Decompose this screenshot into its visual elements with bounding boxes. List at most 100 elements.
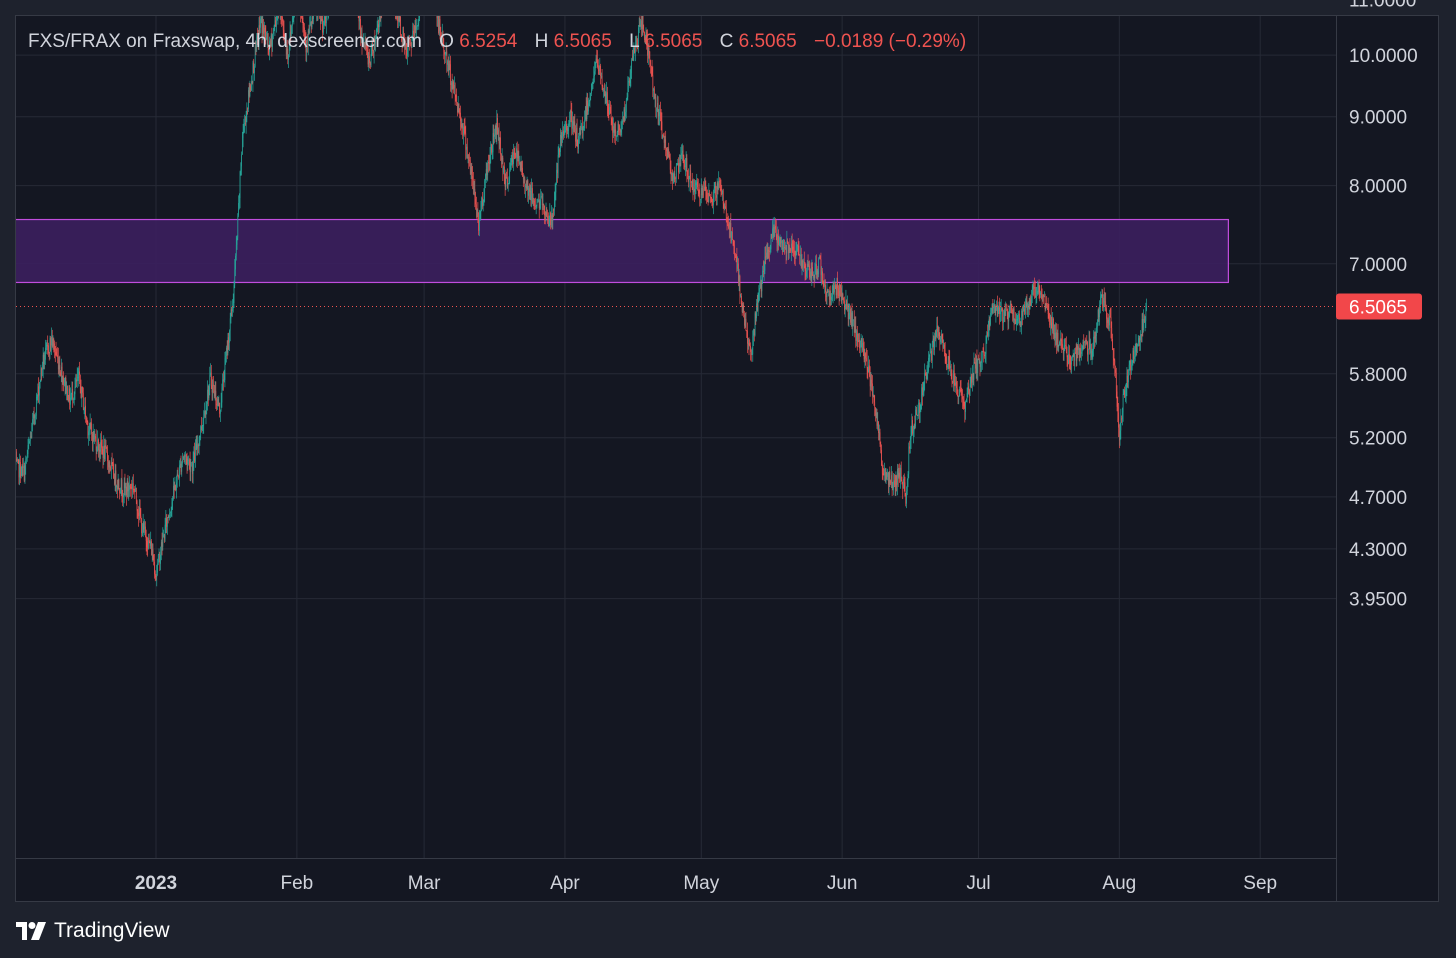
candle-body (268, 45, 270, 52)
candle-body (64, 384, 65, 386)
candle-body (250, 85, 252, 91)
chart-legend: FXS/FRAX on Fraxswap, 4h, dexscreener.co… (28, 31, 966, 52)
candle-body (396, 4, 397, 16)
candle-body (650, 60, 651, 66)
candle-body (776, 235, 778, 243)
candle-body (417, 22, 419, 26)
candle-body (127, 481, 129, 492)
candle-body (803, 261, 805, 266)
candle-body (1048, 314, 1050, 321)
candle-body (729, 222, 731, 230)
candle-body (181, 463, 183, 472)
candle-body (1025, 306, 1026, 314)
candle-body (1087, 341, 1088, 355)
candle-body (1040, 292, 1041, 295)
candle-body (896, 475, 898, 485)
candle-body (589, 97, 591, 102)
candle-body (585, 106, 587, 120)
candle-body (110, 466, 111, 471)
candle-body (93, 431, 95, 440)
candle-body (1018, 313, 1019, 316)
candle-body (229, 330, 230, 343)
candle-body (841, 294, 843, 302)
candle-body (665, 139, 667, 148)
candle-body (1002, 309, 1004, 323)
candle-body (650, 65, 652, 68)
candle-body (510, 162, 512, 163)
price-axis[interactable]: 16.000014.000012.000011.000010.00009.000… (1336, 0, 1422, 611)
candle-body (449, 63, 451, 65)
candle-body (813, 274, 814, 276)
candle-body (1008, 316, 1010, 322)
candle-body (746, 330, 748, 332)
candle-body (631, 59, 632, 74)
candle-body (613, 126, 615, 133)
candle-body (51, 337, 53, 347)
candle-body (616, 135, 617, 137)
candle-body (163, 534, 164, 537)
candle-body (982, 351, 984, 352)
candle-body (280, 10, 281, 14)
candle-body (736, 257, 738, 269)
candle-body (605, 93, 607, 104)
candle-body (198, 437, 200, 447)
candle-body (245, 114, 247, 125)
candle-body (788, 247, 790, 253)
candle-body (374, 37, 376, 43)
candle-body (139, 506, 141, 516)
candle-body (725, 206, 726, 209)
candle-body (642, 16, 644, 29)
last-price-tag-label: 6.5065 (1349, 298, 1407, 319)
candle-body (65, 378, 67, 394)
candle-body (263, 24, 264, 34)
candle-body (696, 181, 698, 183)
candle-body (439, 19, 441, 32)
candle-body (997, 310, 999, 317)
candle-body (132, 483, 133, 490)
candle-body (454, 84, 455, 89)
candle-body (32, 419, 33, 425)
candle-body (887, 472, 889, 485)
candle-body (786, 240, 788, 254)
time-axis[interactable]: 2023 Feb Mar Apr May Jun Jul Aug Sep (135, 873, 1277, 894)
candle-body (319, 11, 320, 13)
candle-body (616, 131, 618, 136)
candle-body (1122, 412, 1123, 420)
candle-body (116, 485, 117, 488)
candle-body (676, 164, 678, 166)
candle-body (85, 405, 86, 418)
candle-body (863, 348, 865, 360)
candle-body (628, 80, 629, 83)
candle-body (798, 245, 800, 255)
candle-body (547, 216, 548, 219)
candle-body (91, 427, 92, 435)
candle-body (1100, 295, 1102, 298)
candle-body (591, 84, 593, 85)
candle-body (889, 472, 891, 482)
candle-body (321, 18, 323, 20)
candle-body (248, 90, 250, 97)
candle-body (141, 518, 142, 534)
candle-body (1108, 319, 1110, 326)
candle-body (710, 196, 711, 198)
candle-body (358, 16, 360, 22)
candle-body (316, 10, 317, 14)
candle-body (661, 121, 663, 139)
y-tick-label: 3.9500 (1349, 590, 1407, 611)
candle-body (509, 169, 511, 179)
tradingview-branding[interactable]: TradingView (16, 916, 170, 946)
candle-body (378, 24, 380, 27)
candle-body (1104, 301, 1106, 303)
candle-body (1050, 314, 1051, 326)
candle-body (207, 389, 208, 404)
candle-body (747, 330, 748, 344)
candle-body (45, 347, 46, 360)
candle-body (697, 187, 699, 191)
candle-body (164, 524, 166, 539)
candle-body (532, 188, 533, 203)
candle-body (818, 258, 820, 275)
candle-body (1028, 304, 1030, 310)
candle-body (1144, 321, 1146, 322)
candle-body (724, 206, 726, 209)
